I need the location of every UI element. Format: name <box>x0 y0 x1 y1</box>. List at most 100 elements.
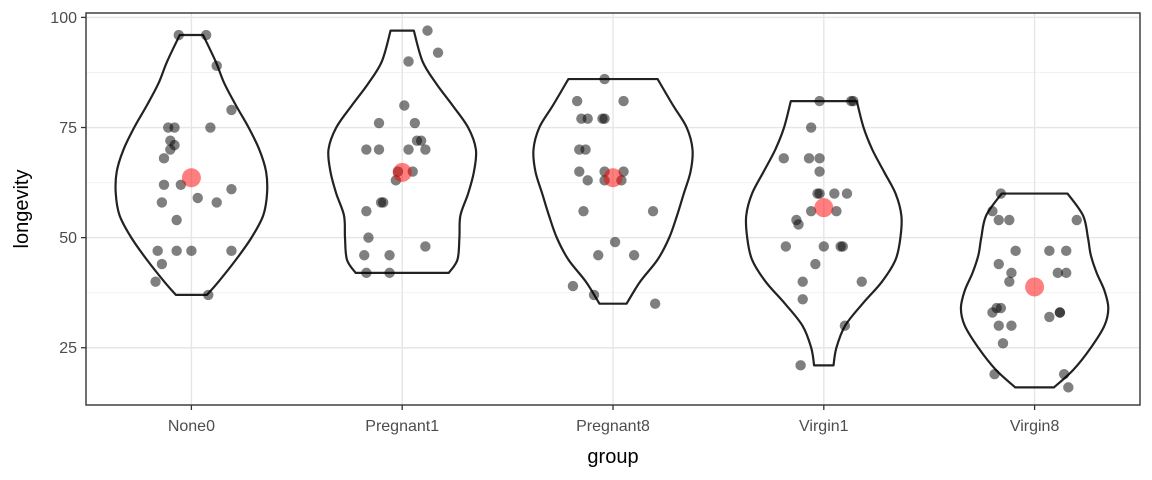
data-point <box>582 113 593 124</box>
data-point <box>361 267 372 279</box>
violin-Pregnant1 <box>327 29 478 274</box>
data-point <box>1061 267 1072 279</box>
y-tick-label: 50 <box>59 230 77 247</box>
data-point <box>226 104 237 116</box>
mean-point-None0 <box>181 168 201 188</box>
data-point <box>1006 267 1017 279</box>
data-point <box>574 166 585 177</box>
x-tick-label: Pregnant8 <box>576 418 650 435</box>
data-point <box>778 153 789 164</box>
data-point <box>647 206 659 217</box>
data-point <box>373 117 385 129</box>
data-point <box>158 153 170 164</box>
data-point <box>593 250 604 261</box>
violin-Virgin1 <box>744 99 903 367</box>
data-point <box>810 258 821 270</box>
data-point <box>1004 214 1015 226</box>
data-point <box>200 29 212 41</box>
data-point <box>399 100 410 111</box>
data-point <box>211 60 222 72</box>
data-point <box>989 368 1000 380</box>
x-tick-label: None0 <box>168 418 215 435</box>
data-point <box>582 175 593 186</box>
data-point <box>803 153 815 164</box>
data-point <box>814 95 825 107</box>
data-point <box>420 144 431 155</box>
data-point <box>1054 307 1066 318</box>
data-point <box>1052 267 1063 279</box>
data-point <box>571 95 583 107</box>
data-point <box>415 135 427 146</box>
data-point <box>384 267 395 279</box>
data-point <box>841 188 853 199</box>
data-point <box>805 206 817 217</box>
data-point <box>361 144 372 155</box>
data-point <box>403 56 414 67</box>
data-point <box>797 276 808 287</box>
data-point <box>226 183 237 195</box>
mean-markers <box>181 162 1045 297</box>
data-point <box>169 122 180 133</box>
data-point <box>1004 276 1015 287</box>
data-point <box>1044 245 1055 257</box>
data-point <box>169 139 180 151</box>
data-point <box>567 280 579 292</box>
x-tick-label: Pregnant1 <box>365 418 439 435</box>
data-point <box>829 188 840 199</box>
data-point <box>384 250 395 261</box>
data-point <box>156 258 168 270</box>
data-point <box>359 250 370 261</box>
mean-point-Virgin8 <box>1025 277 1045 297</box>
x-axis-title: group <box>587 446 638 468</box>
x-axis-ticks: None0 Pregnant1 Pregnant8 Virgin1 Virgin8 <box>168 405 1060 435</box>
x-tick-label: Virgin1 <box>799 418 849 435</box>
data-point <box>1071 214 1082 226</box>
data-point <box>793 219 804 230</box>
data-point <box>1006 320 1017 331</box>
data-point <box>578 206 589 217</box>
data-point <box>156 197 168 208</box>
data-point <box>409 117 421 129</box>
x-tick-label: Virgin8 <box>1010 418 1060 435</box>
data-point <box>1058 368 1070 380</box>
data-point <box>609 236 621 248</box>
data-point <box>987 206 998 217</box>
data-point <box>839 320 851 331</box>
data-point <box>432 47 444 58</box>
mean-point-Pregnant8 <box>603 168 623 188</box>
data-point <box>1061 245 1072 257</box>
data-point <box>171 214 182 226</box>
y-axis-ticks: 25 50 75 100 <box>50 10 86 357</box>
y-tick-label: 100 <box>50 10 77 27</box>
data-point <box>158 179 170 190</box>
data-point <box>361 206 372 217</box>
data-point <box>203 289 214 301</box>
data-point <box>814 153 825 164</box>
data-point <box>618 95 629 107</box>
data-point <box>837 241 848 252</box>
data-point <box>403 144 414 155</box>
data-point <box>814 166 825 177</box>
data-points <box>150 25 1082 393</box>
data-point <box>848 95 859 107</box>
data-point <box>1010 245 1021 257</box>
y-tick-label: 25 <box>59 340 77 357</box>
data-point <box>814 188 825 199</box>
data-point <box>818 241 829 252</box>
mean-point-Pregnant1 <box>392 162 412 182</box>
data-point <box>150 276 161 287</box>
data-point <box>995 302 1007 314</box>
y-tick-label: 75 <box>59 120 77 137</box>
data-point <box>420 241 431 252</box>
data-point <box>993 320 1004 331</box>
y-axis-title: longevity <box>11 170 33 249</box>
data-point <box>588 289 600 301</box>
data-point <box>171 245 182 257</box>
data-point <box>373 144 385 155</box>
violins <box>114 29 1110 389</box>
data-point <box>226 245 237 257</box>
data-point <box>995 188 1007 199</box>
data-point <box>211 197 222 208</box>
